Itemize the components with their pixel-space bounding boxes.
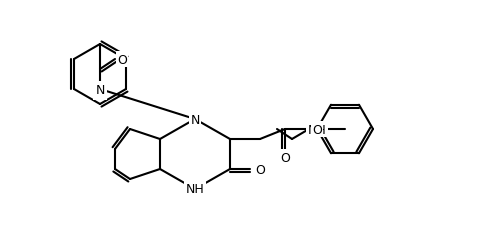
Text: NH: NH [308,123,326,136]
Text: N: N [95,83,105,96]
Text: O: O [312,123,322,136]
Text: O: O [280,151,290,164]
Text: O: O [117,53,127,66]
Text: O: O [255,163,265,176]
Text: Cl: Cl [94,86,106,99]
Text: N: N [190,113,200,126]
Text: NH: NH [186,183,204,196]
